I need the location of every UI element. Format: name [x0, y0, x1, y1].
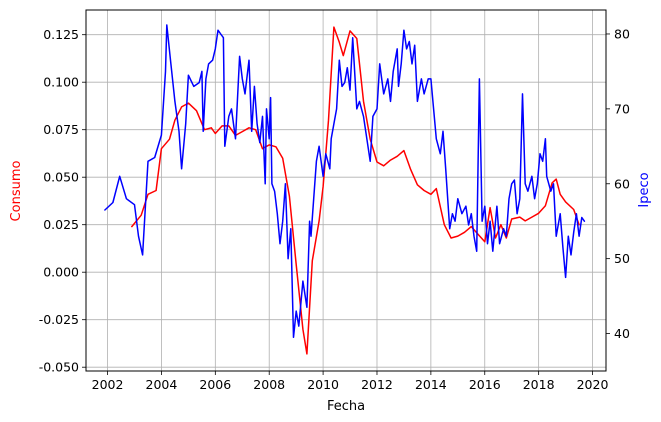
plot-frame	[85, 9, 607, 372]
y-left-tick-label: 0.100	[43, 75, 79, 90]
y-right-tick-label: 80	[614, 26, 630, 41]
y-left-tick-label: 0.025	[43, 217, 79, 232]
y-left-tick-label: 0.125	[43, 27, 79, 42]
x-tick-label: 2002	[92, 377, 124, 392]
y-axis-left-label: Consumo	[9, 161, 24, 222]
y-left-tick-label: -0.050	[39, 360, 79, 375]
y-axis-right-label: Ipeco	[637, 172, 652, 207]
x-tick-label: 2014	[415, 377, 447, 392]
x-axis: 2002 2004 2006 2008 2010 2012 2014 2016 2018 2020	[92, 371, 609, 392]
x-axis-label: Fecha	[327, 399, 365, 414]
y-axis-left: -0.050 -0.025 0.000 0.025 0.050 0.075 0.100 0.1…	[39, 27, 86, 375]
x-tick-label: 2006	[199, 377, 231, 392]
y-left-tick-label: -0.025	[39, 312, 79, 327]
y-right-tick-label: 40	[614, 326, 630, 341]
y-right-tick-label: 60	[614, 176, 630, 191]
y-right-tick-label: 50	[614, 251, 630, 266]
x-tick-label: 2004	[146, 377, 178, 392]
x-tick-label: 2016	[469, 377, 501, 392]
y-left-tick-label: 0.075	[43, 122, 79, 137]
x-tick-label: 2010	[307, 377, 339, 392]
x-tick-label: 2012	[361, 377, 393, 392]
grid	[86, 10, 606, 371]
x-tick-label: 2008	[253, 377, 285, 392]
series-line-consumo	[131, 26, 580, 355]
y-left-tick-label: 0.050	[43, 170, 79, 185]
y-axis-right: 40 50 60 70 80	[606, 26, 630, 341]
y-left-tick-label: 0.000	[43, 265, 79, 280]
series-layer	[104, 24, 586, 355]
y-right-tick-label: 70	[614, 101, 630, 116]
series-line-ipeco	[104, 24, 586, 339]
x-tick-label: 2020	[577, 377, 609, 392]
x-tick-label: 2018	[523, 377, 555, 392]
